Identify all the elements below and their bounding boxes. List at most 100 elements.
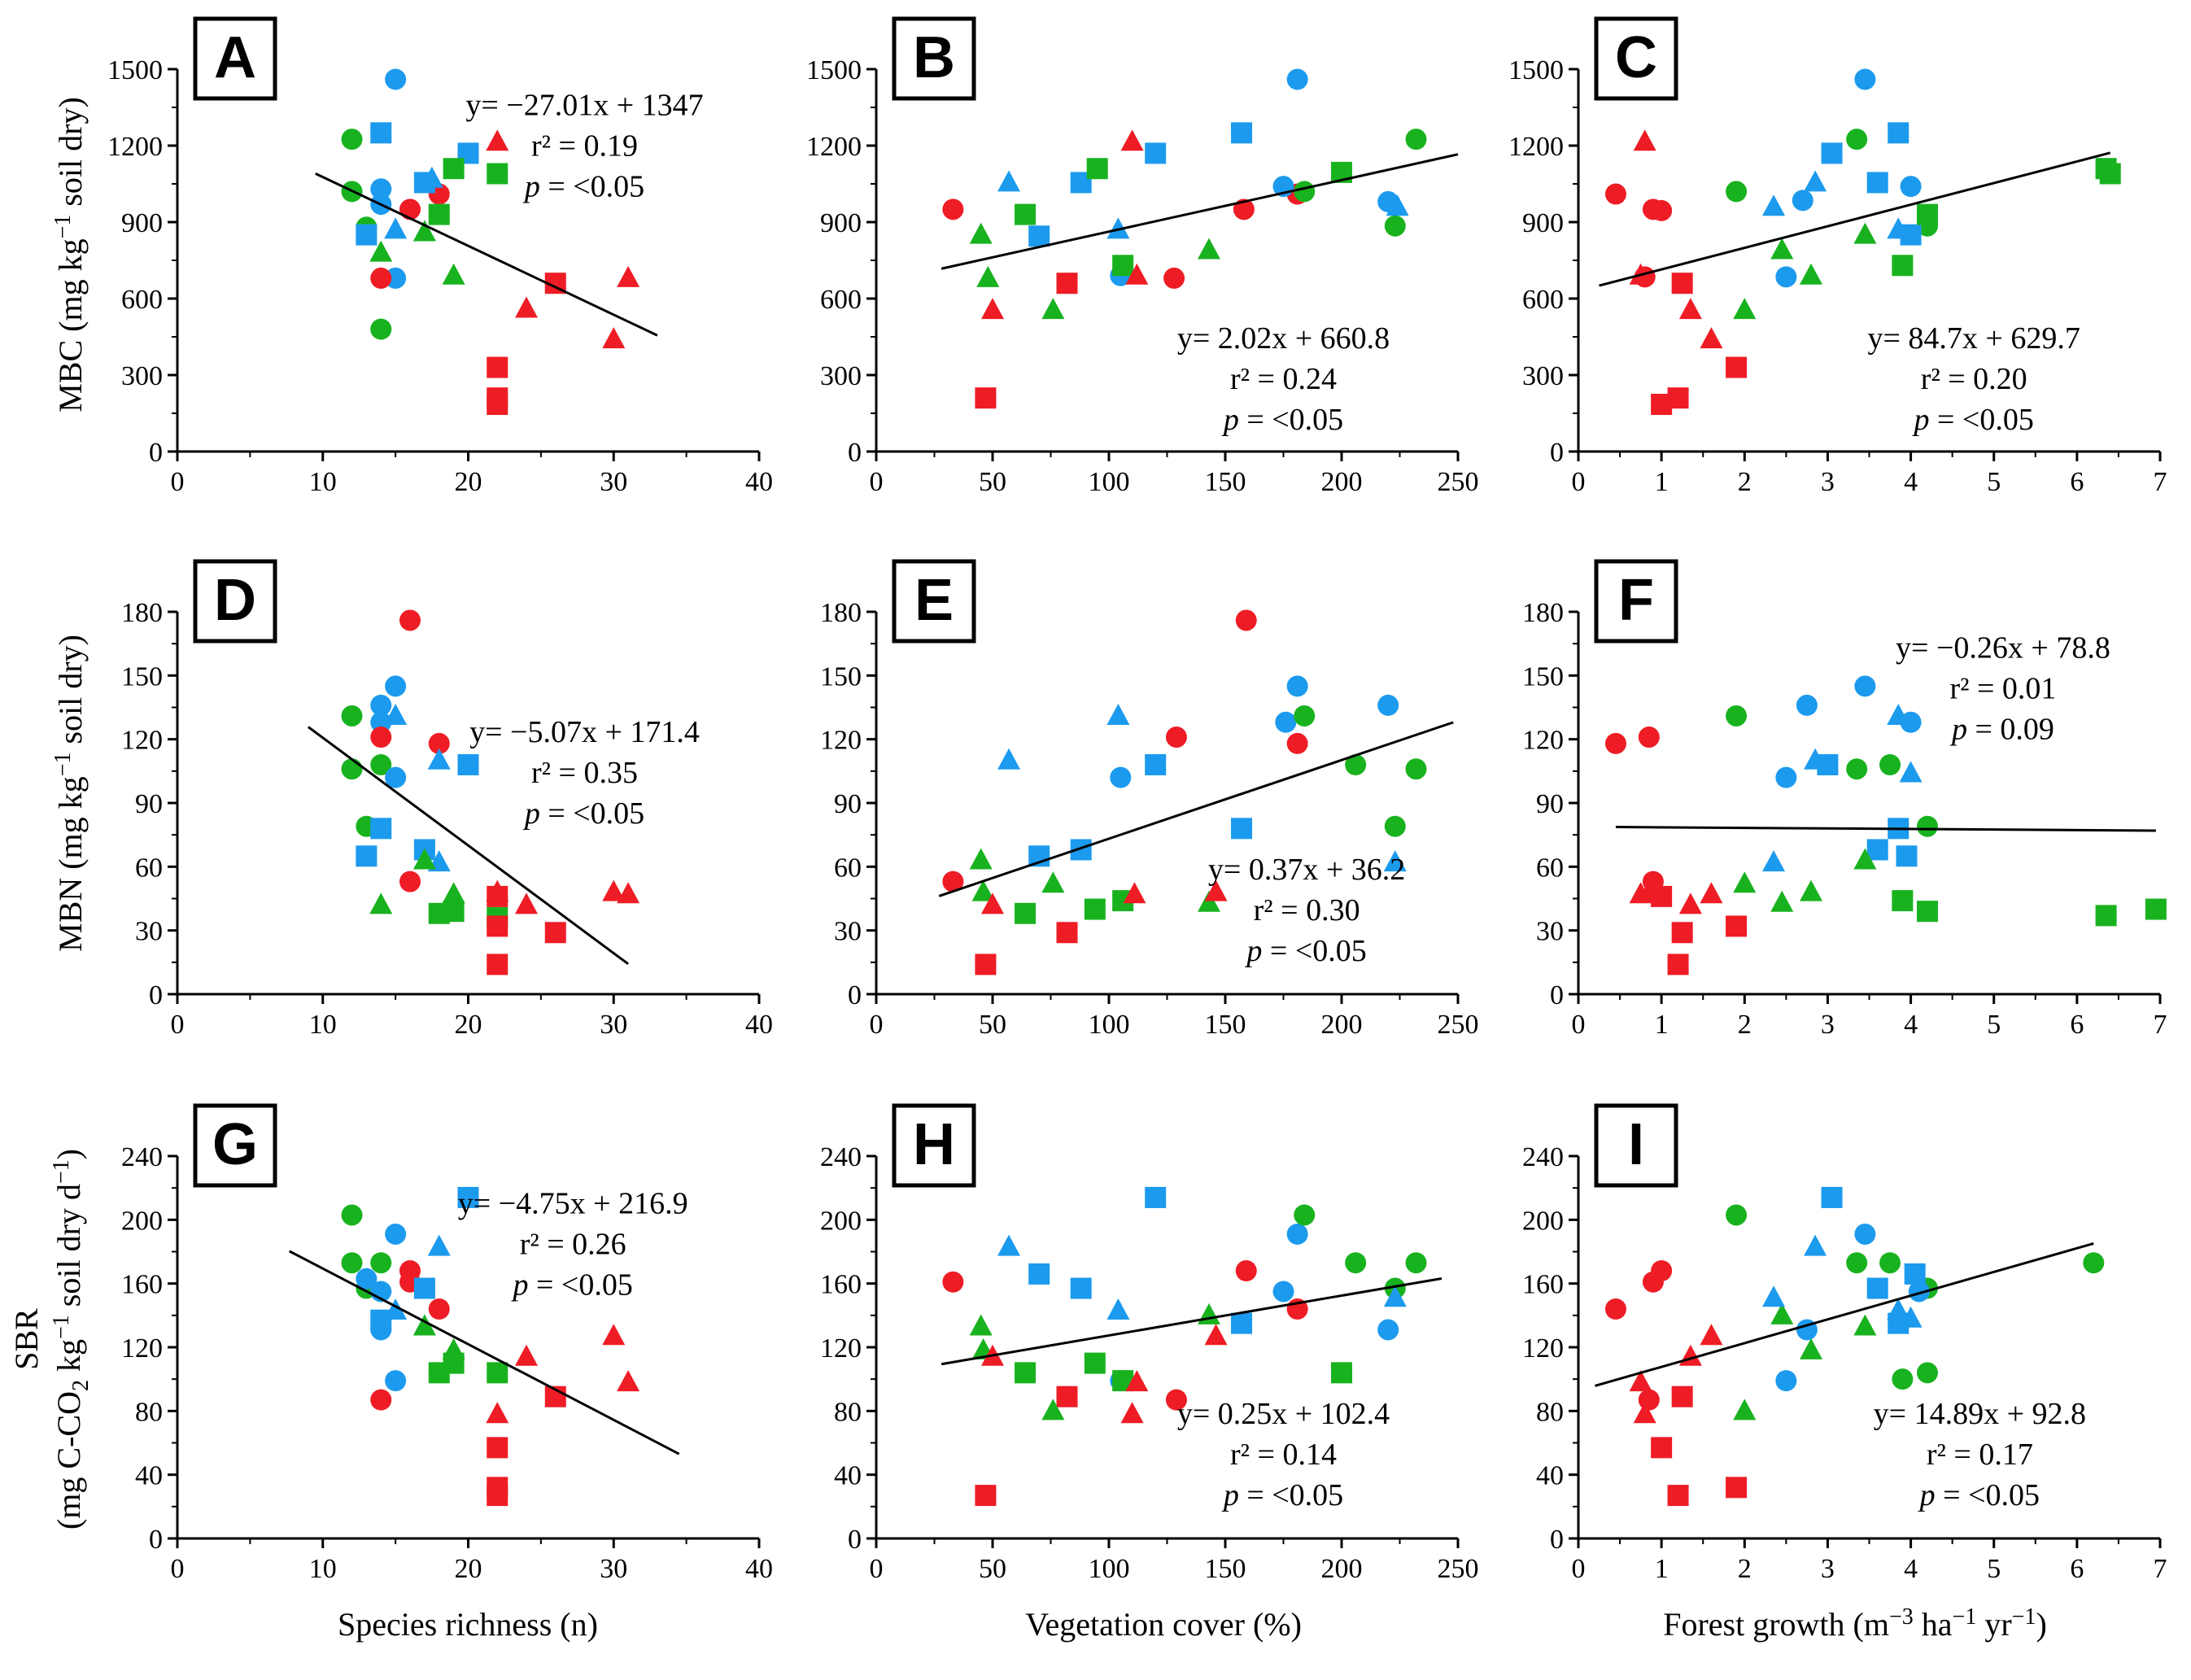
data-point-green-square (1084, 1352, 1106, 1374)
data-point-red-triangle (602, 327, 626, 349)
x-tick-label: 5 (1987, 1554, 2001, 1584)
y-tick-label: 200 (121, 1206, 163, 1236)
data-point-green-triangle (1853, 1314, 1877, 1336)
panel-i: 0 40 80 120 160 200 240 0 1 2 3 4 5 6 7 Iy= 14.89x + 92… (1522, 1103, 2167, 1584)
y-tick-label: 180 (1522, 598, 1564, 628)
data-point-green-circle (341, 1204, 363, 1226)
data-point-blue-square (370, 818, 392, 840)
x-tick-label: 10 (309, 1554, 337, 1584)
data-point-green-triangle (1041, 1399, 1065, 1420)
x-tick-label: 7 (2154, 1554, 2167, 1584)
y-tick-label: 160 (1522, 1270, 1564, 1300)
data-point-green-circle (1294, 705, 1316, 727)
data-point-blue-circle (1286, 1223, 1308, 1245)
r-squared: r² = 0.20 (1921, 362, 2027, 396)
y-tick-label: 240 (121, 1142, 163, 1172)
data-point-green-circle (1384, 815, 1406, 837)
x-tick-label: 0 (171, 467, 185, 497)
x-tick-label: 150 (1205, 1554, 1246, 1584)
data-point-green-circle (1405, 758, 1427, 780)
data-point-red-circle (1165, 727, 1187, 748)
data-point-red-triangle (1125, 263, 1149, 285)
x-tick-label: 250 (1438, 467, 1479, 497)
data-point-blue-circle (1900, 176, 1922, 198)
data-point-blue-triangle (1762, 194, 1786, 216)
data-point-blue-circle (370, 694, 392, 716)
data-point-blue-circle (1908, 1281, 1930, 1303)
data-point-blue-square (1866, 839, 1888, 861)
x-tick-label: 30 (600, 1554, 627, 1584)
data-point-blue-triangle (1804, 748, 1827, 770)
data-point-green-circle (1294, 1204, 1316, 1226)
data-point-blue-circle (1796, 694, 1818, 716)
y-tick-label: 300 (121, 361, 163, 391)
p-value: p = <0.05 (1918, 1478, 2040, 1512)
data-point-green-square (1917, 901, 1938, 923)
panel-label: F (1594, 559, 1678, 644)
data-point-blue-square (1904, 1263, 1926, 1285)
data-point-green-circle (1846, 129, 1868, 151)
data-point-green-square (1892, 890, 1914, 912)
p-value: p = 0.09 (1949, 712, 2054, 746)
data-point-red-circle (942, 1271, 964, 1293)
y-title-mbn: MBN (mg kg−1 soil dry) (50, 635, 89, 952)
data-point-green-triangle (1770, 890, 1794, 912)
data-point-blue-circle (385, 267, 407, 289)
data-point-red-triangle (486, 129, 509, 151)
x-tick-label: 50 (979, 1010, 1006, 1040)
x-tick-label: 1 (1655, 1554, 1669, 1584)
x-tick-label: 6 (2070, 467, 2084, 497)
data-point-red-triangle (1633, 129, 1656, 151)
data-point-green-circle (1726, 705, 1748, 727)
data-point-green-square (2099, 163, 2121, 185)
data-point-blue-square (1028, 225, 1050, 247)
data-point-green-circle (1917, 1362, 1938, 1384)
regression-line (288, 1250, 680, 1455)
data-point-red-triangle (1629, 1370, 1652, 1392)
panel-letter: B (913, 25, 955, 90)
data-point-green-circle (370, 1252, 392, 1274)
x-tick-label: 30 (600, 467, 627, 497)
data-point-green-circle (1405, 129, 1427, 151)
x-tick-label: 6 (2070, 1554, 2084, 1584)
panel-c: 0 300 600 900 1200 1500 0 1 2 3 4 5 6 7 Cy= 84.7x + 62… (1508, 16, 2167, 497)
x-tick-label: 0 (1572, 467, 1586, 497)
data-point-blue-circle (385, 766, 407, 788)
data-point-blue-square (1821, 142, 1843, 164)
data-point-red-circle (1604, 732, 1626, 754)
y-tick-label: 240 (820, 1142, 862, 1172)
data-point-red-circle (370, 1389, 392, 1411)
data-point-red-square (487, 915, 508, 937)
y-tick-label: 160 (121, 1270, 163, 1300)
panel-label: G (193, 1103, 277, 1188)
regression-line (1599, 151, 2111, 287)
y-tick-label: 200 (1522, 1206, 1564, 1236)
data-point-green-circle (1879, 754, 1901, 775)
data-point-red-circle (1235, 1260, 1257, 1281)
data-point-green-circle (370, 318, 392, 340)
data-point-blue-triangle (1887, 217, 1910, 239)
data-point-blue-circle (1286, 68, 1308, 90)
data-point-red-circle (370, 267, 392, 289)
y-tick-label: 150 (1522, 661, 1564, 692)
p-value: p = <0.05 (511, 1268, 633, 1303)
data-point-green-triangle (369, 240, 393, 262)
data-point-blue-triangle (384, 217, 408, 239)
x-tick-label: 2 (1738, 1010, 1752, 1040)
data-point-red-triangle (981, 298, 1004, 320)
y-tick-label: 150 (820, 661, 862, 692)
data-point-green-square (1331, 1362, 1352, 1384)
data-point-blue-square (370, 122, 392, 144)
data-point-red-square (1056, 922, 1078, 944)
data-point-green-circle (341, 758, 363, 780)
y-tick-label: 30 (834, 917, 862, 947)
data-point-blue-triangle (420, 166, 443, 188)
data-point-green-triangle (442, 263, 465, 285)
y-tick-label: 900 (820, 208, 862, 238)
y-tick-label: 30 (135, 917, 163, 947)
panel-letter: H (913, 1112, 955, 1177)
data-point-red-circle (942, 871, 964, 892)
regression-equation: y= 84.7x + 629.7 (1868, 321, 2080, 356)
data-point-green-circle (341, 1252, 363, 1274)
data-point-red-triangle (515, 892, 538, 914)
